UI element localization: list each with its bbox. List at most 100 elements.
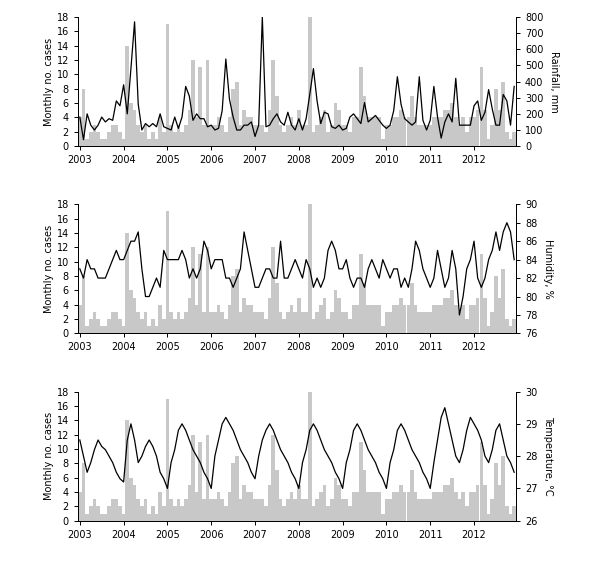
Bar	[509, 139, 512, 146]
Bar	[246, 305, 250, 333]
Bar	[136, 312, 140, 333]
Bar	[487, 513, 490, 521]
Bar	[465, 507, 469, 521]
Bar	[169, 312, 173, 333]
Bar	[100, 326, 104, 333]
Bar	[308, 204, 311, 333]
Bar	[432, 492, 436, 521]
Bar	[494, 464, 498, 521]
Bar	[169, 125, 173, 146]
Y-axis label: Monthly no. cases: Monthly no. cases	[44, 412, 54, 500]
Bar	[374, 117, 377, 146]
Bar	[176, 499, 180, 521]
Bar	[151, 132, 155, 146]
Bar	[176, 312, 180, 333]
Bar	[239, 125, 242, 146]
Bar	[425, 312, 428, 333]
Bar	[253, 312, 257, 333]
Bar	[162, 319, 166, 333]
Bar	[187, 110, 191, 146]
Bar	[293, 125, 297, 146]
Bar	[162, 132, 166, 146]
Bar	[498, 485, 502, 521]
Bar	[381, 139, 385, 146]
Bar	[107, 319, 111, 333]
Bar	[334, 478, 337, 521]
Bar	[253, 499, 257, 521]
Bar	[414, 305, 418, 333]
Bar	[403, 117, 407, 146]
Bar	[403, 305, 407, 333]
Bar	[96, 132, 100, 146]
Bar	[279, 125, 283, 146]
Bar	[490, 312, 494, 333]
Bar	[465, 132, 469, 146]
Bar	[319, 117, 323, 146]
Bar	[151, 507, 155, 521]
Bar	[304, 312, 308, 333]
Bar	[374, 492, 377, 521]
Bar	[166, 398, 169, 521]
Bar	[187, 485, 191, 521]
Bar	[129, 290, 133, 333]
Bar	[359, 67, 362, 146]
Bar	[140, 507, 144, 521]
Bar	[235, 456, 239, 521]
Bar	[341, 499, 344, 521]
Bar	[162, 507, 166, 521]
Bar	[472, 492, 476, 521]
Bar	[388, 499, 392, 521]
Bar	[140, 132, 144, 146]
Bar	[155, 326, 158, 333]
Bar	[209, 499, 213, 521]
Bar	[184, 499, 187, 521]
Bar	[330, 125, 334, 146]
Bar	[330, 499, 334, 521]
Bar	[370, 305, 374, 333]
Bar	[242, 485, 246, 521]
Bar	[341, 125, 344, 146]
Bar	[166, 212, 169, 333]
Bar	[348, 319, 352, 333]
Bar	[436, 117, 439, 146]
Bar	[235, 269, 239, 333]
Bar	[392, 305, 395, 333]
Bar	[286, 312, 290, 333]
Bar	[334, 103, 337, 146]
Bar	[399, 485, 403, 521]
Bar	[217, 492, 220, 521]
Bar	[96, 507, 100, 521]
Bar	[458, 499, 461, 521]
Bar	[502, 82, 505, 146]
Bar	[377, 305, 381, 333]
Bar	[187, 298, 191, 333]
Bar	[92, 499, 96, 521]
Bar	[220, 499, 224, 521]
Bar	[136, 499, 140, 521]
Bar	[118, 507, 122, 521]
Bar	[355, 305, 359, 333]
Bar	[344, 499, 348, 521]
Bar	[370, 492, 374, 521]
Bar	[275, 470, 279, 521]
Bar	[136, 125, 140, 146]
Bar	[323, 485, 326, 521]
Bar	[227, 305, 232, 333]
Bar	[169, 499, 173, 521]
Bar	[388, 125, 392, 146]
Bar	[202, 125, 206, 146]
Bar	[89, 319, 92, 333]
Bar	[487, 139, 490, 146]
Bar	[85, 139, 89, 146]
Bar	[425, 499, 428, 521]
Bar	[122, 139, 125, 146]
Bar	[129, 478, 133, 521]
Bar	[155, 513, 158, 521]
Bar	[271, 60, 275, 146]
Bar	[224, 319, 227, 333]
Bar	[268, 298, 271, 333]
Bar	[502, 456, 505, 521]
Bar	[381, 513, 385, 521]
Bar	[85, 326, 89, 333]
Bar	[122, 326, 125, 333]
